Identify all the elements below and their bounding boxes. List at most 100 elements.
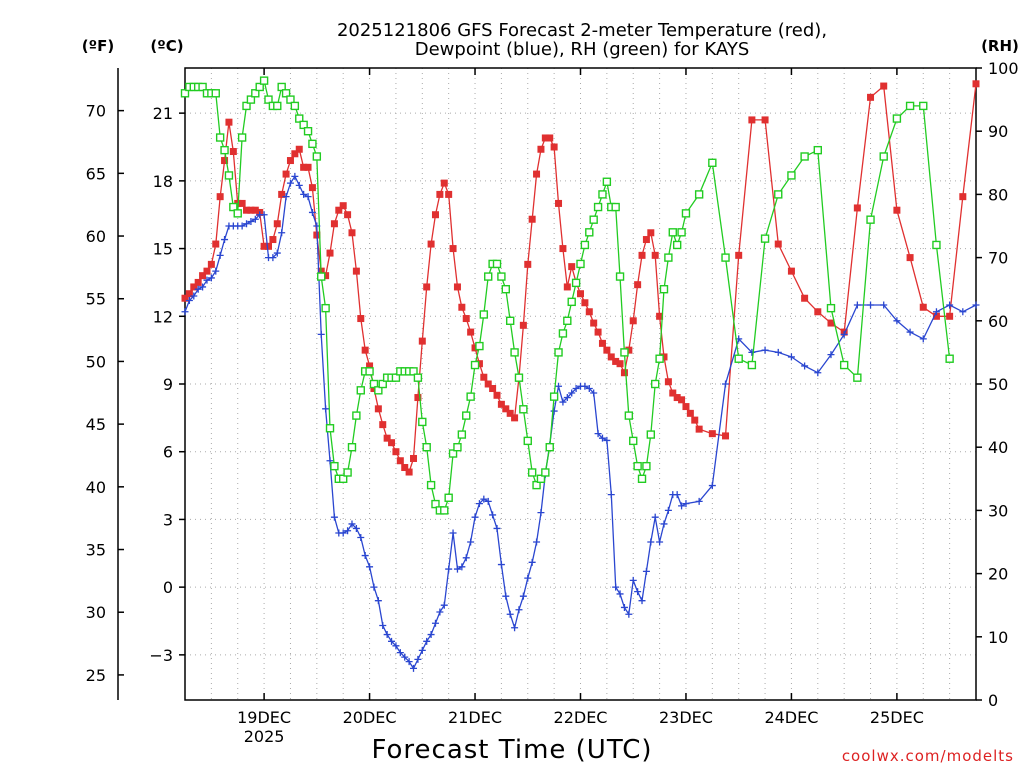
dewpoint-point bbox=[251, 215, 259, 223]
temperature-point bbox=[229, 148, 237, 156]
relative-humidity-point bbox=[233, 209, 242, 218]
temperature-point bbox=[405, 468, 413, 476]
dewpoint-point bbox=[893, 317, 901, 325]
temperature-point bbox=[282, 170, 290, 178]
dewpoint-point bbox=[440, 601, 448, 609]
dewpoint-point bbox=[471, 513, 479, 521]
temperature-point bbox=[194, 278, 202, 286]
dewpoint-point bbox=[660, 520, 668, 528]
celsius-tick-label: 9 bbox=[163, 375, 173, 394]
relative-humidity-point bbox=[677, 228, 686, 237]
relative-humidity-point bbox=[721, 253, 730, 262]
rh-tick-label: 90 bbox=[988, 122, 1008, 141]
temperature-point bbox=[620, 369, 628, 377]
dewpoint-point bbox=[959, 308, 967, 316]
temperature-point bbox=[199, 272, 207, 280]
relative-humidity-point bbox=[585, 228, 594, 237]
relative-humidity-point bbox=[497, 272, 506, 281]
temperature-point bbox=[761, 116, 769, 124]
relative-humidity-point bbox=[620, 348, 629, 357]
temperature-point bbox=[502, 405, 510, 413]
temperature-point bbox=[629, 317, 637, 325]
temperature-point bbox=[269, 236, 277, 244]
x-tick-label: 24DEC bbox=[764, 708, 818, 727]
dewpoint-point bbox=[590, 389, 598, 397]
dewpoint-point bbox=[664, 506, 672, 514]
temperature-point bbox=[669, 389, 677, 397]
dewpoint-point bbox=[801, 362, 809, 370]
relative-humidity-point bbox=[317, 272, 326, 281]
celsius-tick-label: 15 bbox=[153, 240, 173, 259]
x-tick-label: 22DEC bbox=[554, 708, 608, 727]
temperature-point bbox=[396, 457, 404, 465]
temperature-point bbox=[577, 290, 584, 298]
temperature-point bbox=[511, 414, 519, 422]
relative-humidity-point bbox=[629, 436, 638, 446]
relative-humidity-point bbox=[264, 95, 273, 104]
relative-humidity-point bbox=[422, 443, 431, 452]
temperature-point bbox=[603, 346, 611, 354]
dewpoint-point bbox=[625, 610, 633, 618]
temperature-point bbox=[348, 229, 356, 237]
relative-humidity-point bbox=[510, 348, 519, 357]
temperature-point bbox=[563, 283, 571, 291]
relative-humidity-point bbox=[637, 474, 647, 483]
temperature-point bbox=[251, 206, 259, 214]
relative-humidity-point bbox=[290, 101, 300, 111]
temperature-point bbox=[243, 206, 251, 214]
temperature-point bbox=[664, 378, 672, 386]
axes-layer: −3 0 3 6 9 12 15 18 21 25 30 35 40 45 50 55 60 65 70 0 10 20 3… bbox=[86, 59, 1019, 746]
relative-humidity-point bbox=[444, 493, 453, 502]
temperature-point bbox=[278, 190, 286, 198]
dewpoint-point bbox=[269, 254, 277, 262]
dewpoint-point bbox=[620, 603, 628, 611]
relative-humidity-point bbox=[514, 373, 524, 382]
temperature-point bbox=[322, 272, 330, 280]
dewpoint-point bbox=[678, 502, 686, 510]
temperature-point bbox=[471, 344, 479, 352]
dewpoint-point bbox=[612, 583, 620, 591]
temperature-point bbox=[651, 251, 659, 259]
relative-humidity-point bbox=[352, 411, 361, 420]
dewpoint-point bbox=[247, 217, 255, 225]
temperature-point bbox=[453, 283, 461, 291]
temperature-point bbox=[537, 145, 545, 153]
temperature-point bbox=[185, 290, 193, 298]
relative-humidity-point bbox=[694, 190, 704, 199]
dewpoint-point bbox=[634, 588, 642, 596]
relative-humidity-point bbox=[813, 145, 822, 155]
dewpoint-point bbox=[598, 434, 606, 442]
temperature-point bbox=[326, 249, 334, 257]
relative-humidity-point bbox=[281, 89, 291, 98]
dewpoint-point bbox=[282, 193, 290, 201]
dewpoint-point bbox=[462, 554, 470, 562]
relative-humidity-point bbox=[501, 285, 510, 294]
temperature-point bbox=[344, 211, 352, 219]
temperature-point bbox=[286, 157, 294, 165]
temperature-point bbox=[264, 242, 272, 250]
temperature-point bbox=[475, 360, 483, 368]
relative-humidity-point bbox=[453, 443, 462, 452]
dewpoint-point bbox=[181, 308, 189, 316]
celsius-tick-label: −3 bbox=[149, 646, 173, 665]
relative-humidity-point bbox=[470, 360, 480, 370]
temperature-point bbox=[678, 396, 686, 404]
dewpoint-point bbox=[673, 491, 681, 499]
relative-humidity-point bbox=[413, 373, 423, 382]
rh-tick-label: 40 bbox=[988, 438, 1008, 457]
relative-humidity-point bbox=[571, 278, 581, 288]
temperature-point bbox=[427, 240, 435, 248]
temperature-point bbox=[225, 118, 233, 126]
relative-humidity-point bbox=[681, 209, 691, 218]
relative-humidity-point bbox=[229, 202, 238, 212]
relative-humidity-point bbox=[321, 303, 330, 313]
dewpoint-point bbox=[497, 561, 505, 569]
dewpoint-point bbox=[708, 482, 716, 490]
relative-humidity-point bbox=[220, 145, 229, 155]
celsius-tick-label: 6 bbox=[163, 443, 173, 462]
fahrenheit-tick-label: 50 bbox=[86, 352, 106, 371]
dewpoint-point bbox=[243, 220, 251, 228]
temperature-point bbox=[524, 260, 532, 268]
relative-humidity-point bbox=[624, 411, 634, 420]
temperature-point bbox=[445, 190, 453, 198]
